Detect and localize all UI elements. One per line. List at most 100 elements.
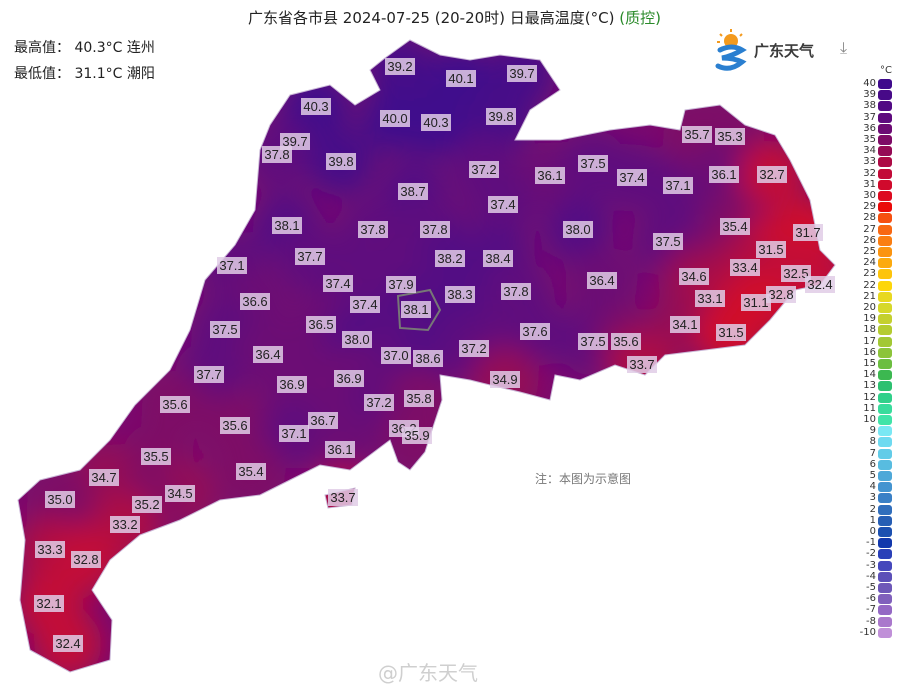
station-label: 37.7 [295, 248, 325, 265]
station-temperature: 36.1 [327, 442, 352, 457]
label-background [53, 635, 83, 652]
label-background [45, 491, 75, 508]
station-label: 35.6 [160, 396, 190, 413]
legend-label: 32 [863, 167, 876, 179]
station-temperature: 31.1 [743, 295, 768, 310]
station-label: 32.8 [71, 551, 101, 568]
legend-swatch [878, 157, 892, 168]
station-temperature: 39.7 [509, 66, 534, 81]
qc-link[interactable]: (质控) [619, 9, 661, 27]
station-temperature: 35.6 [222, 418, 247, 433]
station-temperature: 37.5 [580, 334, 605, 349]
legend-swatch [878, 123, 892, 134]
legend-label: 35 [863, 134, 876, 145]
station-label: 37.0 [381, 347, 411, 364]
legend-item: 5 [856, 470, 896, 481]
station-label: 34.6 [679, 268, 709, 285]
legend-item: 2 [856, 504, 896, 515]
legend-item: -10 [856, 627, 896, 638]
station-label: 35.4 [720, 218, 750, 235]
station-temperature: 35.4 [722, 219, 747, 234]
station-temperature: 33.7 [629, 357, 654, 372]
station-temperature: 37.1 [665, 178, 690, 193]
legend-item: 4 [856, 481, 896, 493]
station-label: 39.7 [280, 133, 310, 150]
station-label: 33.3 [35, 541, 65, 558]
station-label: 40.1 [446, 70, 476, 87]
label-background [71, 551, 101, 568]
station-label: 35.8 [404, 390, 434, 407]
station-temperature: 35.3 [717, 129, 742, 144]
station-label: 37.4 [323, 275, 353, 292]
legend-label: 28 [863, 212, 876, 224]
station-temperature: 37.4 [325, 276, 350, 291]
legend-label: -10 [859, 626, 876, 638]
station-temperature: 34.9 [492, 372, 517, 387]
legend-label: -8 [866, 615, 876, 627]
station-temperature: 34.1 [672, 317, 697, 332]
label-background [420, 221, 450, 238]
station-temperature: 37.5 [580, 156, 605, 171]
station-label: 35.3 [715, 128, 745, 145]
station-label: 38.1 [272, 217, 302, 234]
legend-swatch [878, 571, 892, 582]
station-temperature: 37.8 [360, 222, 385, 237]
legend-label: 25 [863, 246, 876, 257]
legend-label: 29 [863, 201, 876, 213]
legend-swatch [878, 112, 892, 123]
station-temperature: 32.8 [768, 287, 793, 302]
legend-label: 36 [863, 122, 876, 134]
station-temperature: 39.7 [282, 134, 307, 149]
station-label: 32.4 [53, 635, 83, 652]
label-background [272, 217, 302, 234]
station-label: 37.8 [262, 146, 292, 163]
map-note: 注：本图为示意图 [535, 472, 632, 486]
station-label: 38.4 [483, 250, 513, 267]
legend-item: 10 [856, 414, 896, 425]
legend-swatch [878, 482, 892, 493]
station-temperature: 38.1 [274, 218, 299, 233]
station-label: 38.3 [445, 286, 475, 303]
legend-item: -7 [856, 604, 896, 616]
station-temperature: 36.4 [255, 347, 280, 362]
label-background [334, 370, 364, 387]
station-temperature: 36.6 [242, 294, 267, 309]
legend-swatch [878, 415, 892, 425]
station-label: 37.8 [501, 283, 531, 300]
legend-swatch [878, 359, 892, 369]
legend-label: -4 [866, 570, 876, 582]
label-background [445, 286, 475, 303]
label-background [720, 218, 750, 235]
station-temperature: 31.7 [795, 225, 820, 240]
legend-item: 19 [856, 313, 896, 325]
label-background [715, 128, 745, 145]
label-background [34, 595, 64, 612]
legend-swatch [878, 594, 892, 605]
station-label: 36.6 [240, 293, 270, 310]
station-temperature: 39.8 [328, 154, 353, 169]
legend-swatch [878, 303, 892, 313]
legend-label: 4 [869, 481, 876, 493]
legend-swatch [878, 146, 892, 157]
legend-item: 39 [856, 89, 896, 101]
station-label: 33.4 [730, 259, 760, 276]
legend-label: 24 [863, 257, 876, 269]
legend-label: 37 [863, 111, 876, 123]
label-background [435, 250, 465, 267]
station-temperature: 34.7 [91, 470, 116, 485]
download-icon[interactable]: ⤓ [840, 38, 848, 57]
legend-label: 30 [863, 190, 876, 201]
label-background [766, 286, 796, 303]
legend-label: 2 [869, 503, 876, 515]
label-background [89, 469, 119, 486]
station-temperature: 33.4 [732, 260, 757, 275]
legend-item: 8 [856, 436, 896, 448]
station-label: 35.7 [682, 126, 712, 143]
label-background [741, 294, 771, 311]
station-label: 33.7 [328, 489, 358, 506]
label-background [695, 290, 725, 307]
station-label: 35.5 [141, 448, 171, 465]
label-background [358, 221, 388, 238]
station-label: 37.4 [617, 169, 647, 186]
label-background [236, 463, 266, 480]
